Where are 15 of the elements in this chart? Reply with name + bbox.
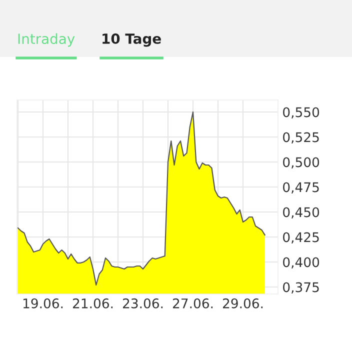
text: Intraday [18,33,75,47]
x-tick-label: 19.06. [23,298,63,308]
x-tick-label: 27.06. [172,298,213,308]
x-tick-label: 29.06. [222,298,263,308]
y-tick-label: 0,475 [283,182,319,194]
y-tick-label: 0,400 [283,257,320,269]
y-tick-label: 0,500 [283,157,320,169]
y-tick-label: 0,525 [283,132,319,144]
y-tick-label: 0,375 [283,282,319,294]
y-tick-label: 0,450 [283,207,320,219]
x-tick-label: 21.06. [72,298,113,308]
y-tick-label: 0,550 [283,107,320,119]
text: 10 Tage [102,33,161,47]
y-tick-label: 0,425 [283,232,319,244]
x-tick-label: 23.06. [122,298,163,308]
